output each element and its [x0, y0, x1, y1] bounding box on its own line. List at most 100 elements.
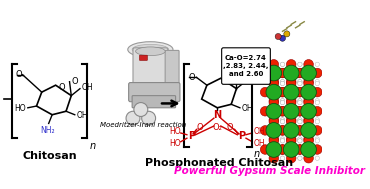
- FancyBboxPatch shape: [129, 83, 180, 102]
- Circle shape: [278, 68, 287, 78]
- Circle shape: [278, 106, 287, 116]
- Circle shape: [260, 145, 270, 154]
- Circle shape: [266, 103, 282, 119]
- Circle shape: [286, 134, 296, 144]
- Text: N: N: [213, 110, 221, 120]
- Circle shape: [298, 80, 302, 84]
- Circle shape: [286, 96, 296, 106]
- Text: HO: HO: [169, 139, 181, 148]
- Circle shape: [278, 87, 287, 97]
- Circle shape: [301, 103, 316, 119]
- Circle shape: [278, 87, 287, 97]
- Circle shape: [260, 87, 270, 97]
- Circle shape: [313, 87, 322, 97]
- Circle shape: [315, 119, 319, 124]
- Circle shape: [304, 117, 313, 126]
- Circle shape: [304, 98, 313, 107]
- Circle shape: [295, 68, 305, 78]
- FancyBboxPatch shape: [133, 48, 168, 86]
- Text: O: O: [16, 70, 23, 79]
- Circle shape: [260, 106, 270, 116]
- Circle shape: [304, 134, 313, 144]
- Circle shape: [269, 79, 279, 88]
- Circle shape: [313, 126, 322, 135]
- Circle shape: [298, 100, 302, 105]
- Circle shape: [280, 100, 285, 105]
- Circle shape: [266, 122, 282, 138]
- Circle shape: [286, 153, 296, 163]
- Circle shape: [298, 137, 302, 141]
- Circle shape: [298, 119, 302, 124]
- Ellipse shape: [128, 42, 173, 57]
- Circle shape: [298, 156, 302, 160]
- Circle shape: [286, 136, 296, 146]
- Circle shape: [298, 119, 302, 124]
- Circle shape: [298, 118, 302, 122]
- Circle shape: [298, 137, 302, 141]
- Circle shape: [298, 139, 302, 143]
- Text: OH: OH: [242, 104, 253, 113]
- Circle shape: [280, 139, 285, 143]
- Text: OH: OH: [82, 83, 93, 92]
- Circle shape: [260, 68, 270, 78]
- FancyBboxPatch shape: [222, 48, 270, 84]
- Circle shape: [126, 111, 140, 125]
- Circle shape: [295, 68, 305, 78]
- Text: Ca-O=2.74
,2.83, 2.44,
and 2.60: Ca-O=2.74 ,2.83, 2.44, and 2.60: [223, 55, 269, 77]
- Circle shape: [280, 100, 285, 105]
- Circle shape: [304, 60, 313, 69]
- Circle shape: [269, 117, 279, 126]
- Circle shape: [304, 115, 313, 125]
- Circle shape: [278, 145, 287, 154]
- Text: O: O: [196, 123, 203, 132]
- Circle shape: [269, 136, 279, 146]
- Text: O: O: [238, 70, 245, 79]
- Circle shape: [301, 122, 316, 138]
- Circle shape: [280, 156, 285, 160]
- Circle shape: [286, 98, 296, 107]
- Circle shape: [313, 68, 322, 78]
- Circle shape: [286, 60, 296, 69]
- Circle shape: [280, 99, 285, 103]
- Circle shape: [301, 65, 316, 81]
- Circle shape: [280, 81, 285, 86]
- Circle shape: [280, 118, 285, 122]
- Circle shape: [313, 106, 322, 116]
- Circle shape: [280, 80, 285, 84]
- Circle shape: [280, 99, 285, 103]
- Circle shape: [280, 62, 285, 67]
- Circle shape: [269, 153, 279, 163]
- Circle shape: [298, 81, 302, 86]
- Circle shape: [280, 81, 285, 86]
- Circle shape: [315, 156, 319, 160]
- Circle shape: [304, 136, 313, 146]
- Circle shape: [280, 119, 285, 124]
- Circle shape: [286, 79, 296, 88]
- Circle shape: [266, 84, 282, 100]
- Circle shape: [295, 87, 305, 97]
- Circle shape: [280, 139, 285, 143]
- Text: Powerful Gypsum Scale Inhibitor: Powerful Gypsum Scale Inhibitor: [174, 166, 365, 176]
- Circle shape: [298, 139, 302, 143]
- Circle shape: [280, 156, 285, 160]
- Circle shape: [295, 126, 305, 135]
- Circle shape: [280, 118, 285, 122]
- Text: n: n: [90, 141, 96, 151]
- Circle shape: [295, 106, 305, 116]
- Circle shape: [278, 145, 287, 154]
- Circle shape: [298, 80, 302, 84]
- Circle shape: [315, 137, 319, 141]
- Text: Moedritzer-Irani reaction: Moedritzer-Irani reaction: [100, 122, 186, 128]
- Circle shape: [286, 115, 296, 125]
- Text: NH₂: NH₂: [40, 126, 55, 135]
- Circle shape: [298, 118, 302, 122]
- FancyBboxPatch shape: [132, 96, 176, 108]
- Circle shape: [315, 81, 319, 86]
- Circle shape: [266, 65, 282, 81]
- Text: O₂: O₂: [212, 123, 222, 132]
- Circle shape: [298, 100, 302, 105]
- Text: Phosphonated Chitosan: Phosphonated Chitosan: [145, 158, 293, 167]
- Circle shape: [298, 99, 302, 103]
- Text: P: P: [238, 132, 245, 142]
- Circle shape: [298, 62, 302, 67]
